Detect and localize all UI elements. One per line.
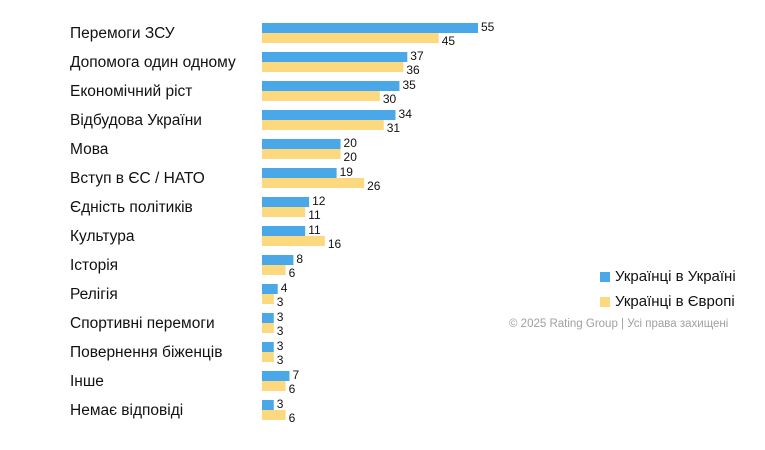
- bar-europe: [262, 265, 286, 275]
- category-label: Відбудова України: [70, 112, 202, 129]
- value-label-ukraine: 11: [308, 223, 321, 237]
- bar-europe: [262, 294, 274, 304]
- category-label: Перемоги ЗСУ: [70, 25, 175, 42]
- bar-ukraine: [262, 197, 310, 207]
- value-label-ukraine: 3: [277, 397, 284, 411]
- value-label-europe: 20: [344, 150, 358, 164]
- bar-europe: [262, 236, 325, 246]
- value-label-ukraine: 35: [402, 78, 416, 92]
- legend-label-ukraine: Українці в Україні: [615, 268, 736, 285]
- bar-europe: [262, 352, 274, 362]
- value-label-europe: 6: [289, 382, 296, 396]
- bar-ukraine: [262, 168, 337, 178]
- legend-swatch-europe: [600, 296, 610, 307]
- value-label-europe: 3: [277, 295, 284, 309]
- bar-europe: [262, 178, 365, 188]
- value-label-europe: 6: [289, 266, 296, 280]
- legend-swatch-ukraine: [600, 271, 610, 282]
- category-label: Релігія: [70, 286, 118, 303]
- value-label-ukraine: 12: [312, 194, 326, 208]
- bar-europe: [262, 62, 404, 72]
- bar-ukraine: [262, 110, 396, 120]
- bar-ukraine: [262, 81, 400, 91]
- category-label: Немає відповіді: [70, 402, 183, 419]
- value-label-ukraine: 34: [399, 107, 413, 121]
- value-label-europe: 11: [308, 208, 321, 222]
- category-label: Мова: [70, 141, 109, 158]
- bar-ukraine: [262, 400, 274, 410]
- value-label-ukraine: 55: [481, 20, 495, 34]
- legend-label-europe: Українці в Європі: [615, 293, 735, 310]
- value-label-ukraine: 19: [340, 165, 354, 179]
- value-label-ukraine: 20: [344, 136, 358, 150]
- bar-ukraine: [262, 371, 290, 381]
- bar-europe: [262, 33, 439, 43]
- bar-ukraine: [262, 342, 274, 352]
- bar-ukraine: [262, 255, 294, 265]
- category-label: Економічний ріст: [70, 83, 192, 100]
- bar-europe: [262, 91, 380, 101]
- value-label-ukraine: 4: [281, 281, 288, 295]
- category-label: Спортивні перемоги: [70, 315, 215, 332]
- bar-ukraine: [262, 226, 306, 236]
- value-label-europe: 36: [406, 63, 420, 77]
- copyright-text: © 2025 Rating Group | Усі права захищені: [509, 318, 729, 330]
- category-label: Історія: [70, 257, 118, 274]
- category-label: Повернення біженців: [70, 344, 223, 361]
- bar-europe: [262, 120, 384, 130]
- bar-europe: [262, 381, 286, 391]
- chart-legend: Українці в Україні Українці в Європі: [600, 264, 736, 314]
- bar-europe: [262, 207, 306, 217]
- category-label: Інше: [70, 373, 104, 390]
- value-label-ukraine: 3: [277, 339, 284, 353]
- value-label-ukraine: 37: [410, 49, 424, 63]
- category-label: Єдність політиків: [70, 199, 193, 216]
- value-label-europe: 6: [289, 411, 296, 425]
- value-label-ukraine: 8: [296, 252, 303, 266]
- value-label-europe: 30: [383, 92, 397, 106]
- value-label-europe: 3: [277, 324, 284, 338]
- bar-ukraine: [262, 139, 341, 149]
- value-label-ukraine: 7: [292, 368, 299, 382]
- category-label: Вступ в ЄС / НАТО: [70, 170, 205, 187]
- bar-europe: [262, 323, 274, 333]
- value-label-europe: 31: [387, 121, 401, 135]
- bar-ukraine: [262, 23, 478, 33]
- legend-item-ukraine: Українці в Україні: [600, 264, 736, 289]
- category-label: Культура: [70, 228, 135, 245]
- bar-europe: [262, 149, 341, 159]
- value-label-europe: 16: [328, 237, 342, 251]
- bar-ukraine: [262, 284, 278, 294]
- legend-item-europe: Українці в Європі: [600, 289, 736, 314]
- category-label: Допомога один одному: [70, 54, 236, 71]
- value-label-europe: 3: [277, 353, 284, 367]
- value-label-europe: 45: [442, 34, 456, 48]
- bar-ukraine: [262, 313, 274, 323]
- bar-ukraine: [262, 52, 408, 62]
- value-label-europe: 26: [367, 179, 381, 193]
- bar-europe: [262, 410, 286, 420]
- value-label-ukraine: 3: [277, 310, 284, 324]
